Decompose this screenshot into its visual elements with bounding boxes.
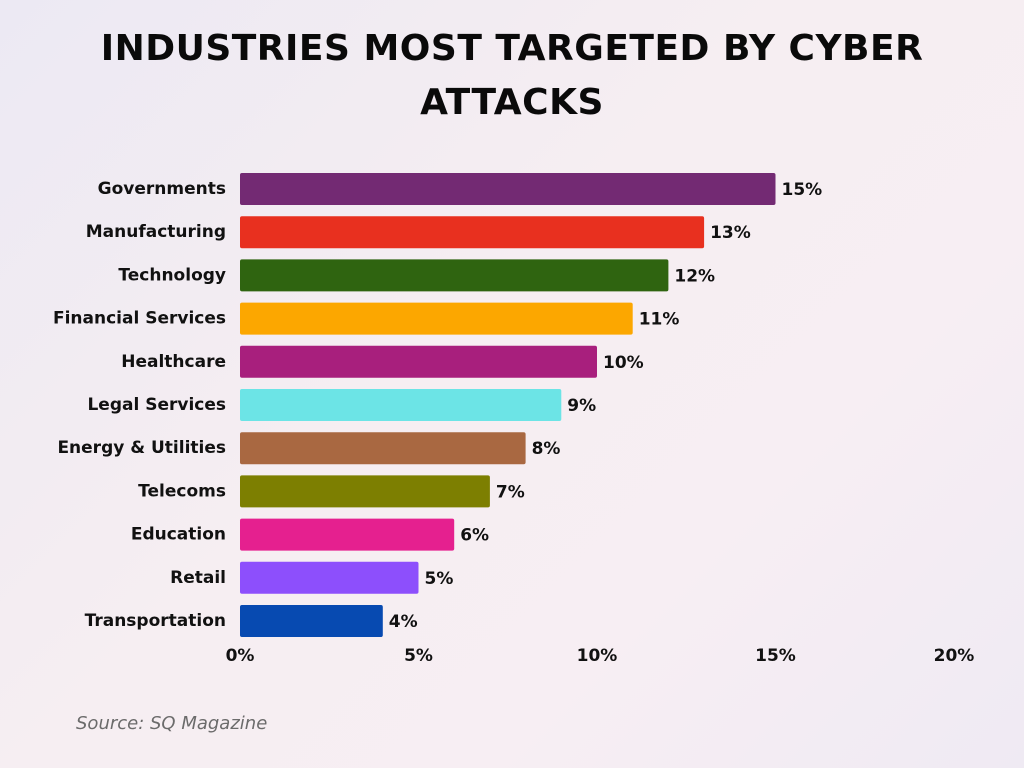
value-label: 8% bbox=[532, 439, 561, 459]
category-label: Governments bbox=[98, 179, 226, 199]
bar bbox=[240, 605, 383, 637]
value-label: 9% bbox=[567, 396, 596, 416]
bar bbox=[240, 561, 419, 594]
source-note: Source: SQ Magazine bbox=[76, 713, 268, 734]
category-label: Education bbox=[131, 525, 226, 545]
category-label: Transportation bbox=[85, 611, 226, 631]
value-label: 6% bbox=[460, 526, 489, 546]
bar bbox=[240, 345, 597, 378]
bar bbox=[240, 389, 562, 421]
value-label: 7% bbox=[496, 482, 525, 502]
value-label: 13% bbox=[710, 223, 751, 243]
value-label: 15% bbox=[782, 180, 823, 200]
value-label: 12% bbox=[674, 266, 715, 286]
bar-chart: Governments 15% Manufacturing 13% Technology… bbox=[53, 173, 975, 666]
x-tick-label: 15% bbox=[755, 646, 796, 666]
category-label: Energy & Utilities bbox=[57, 438, 226, 458]
value-label: 11% bbox=[639, 310, 680, 330]
bar bbox=[240, 475, 490, 508]
category-label: Manufacturing bbox=[86, 222, 226, 242]
x-tick-label: 20% bbox=[934, 646, 975, 666]
category-label: Telecoms bbox=[138, 481, 226, 501]
bar bbox=[240, 518, 455, 551]
x-tick-label: 0% bbox=[226, 646, 255, 666]
x-tick-label: 5% bbox=[404, 646, 433, 666]
category-label: Technology bbox=[118, 265, 226, 285]
value-label: 5% bbox=[425, 569, 454, 589]
bar bbox=[240, 259, 669, 292]
bar bbox=[240, 302, 633, 335]
category-label: Retail bbox=[170, 568, 226, 588]
value-label: 4% bbox=[389, 612, 418, 632]
category-label: Legal Services bbox=[87, 395, 226, 415]
category-label: Financial Services bbox=[53, 309, 226, 329]
bar bbox=[240, 173, 776, 205]
chart-title: INDUSTRIES MOST TARGETED BY CYBER ATTACK… bbox=[100, 28, 924, 123]
value-label: 10% bbox=[603, 353, 644, 373]
bar bbox=[240, 216, 705, 249]
x-tick-label: 10% bbox=[577, 646, 618, 666]
bar bbox=[240, 432, 526, 465]
category-label: Healthcare bbox=[121, 352, 226, 372]
